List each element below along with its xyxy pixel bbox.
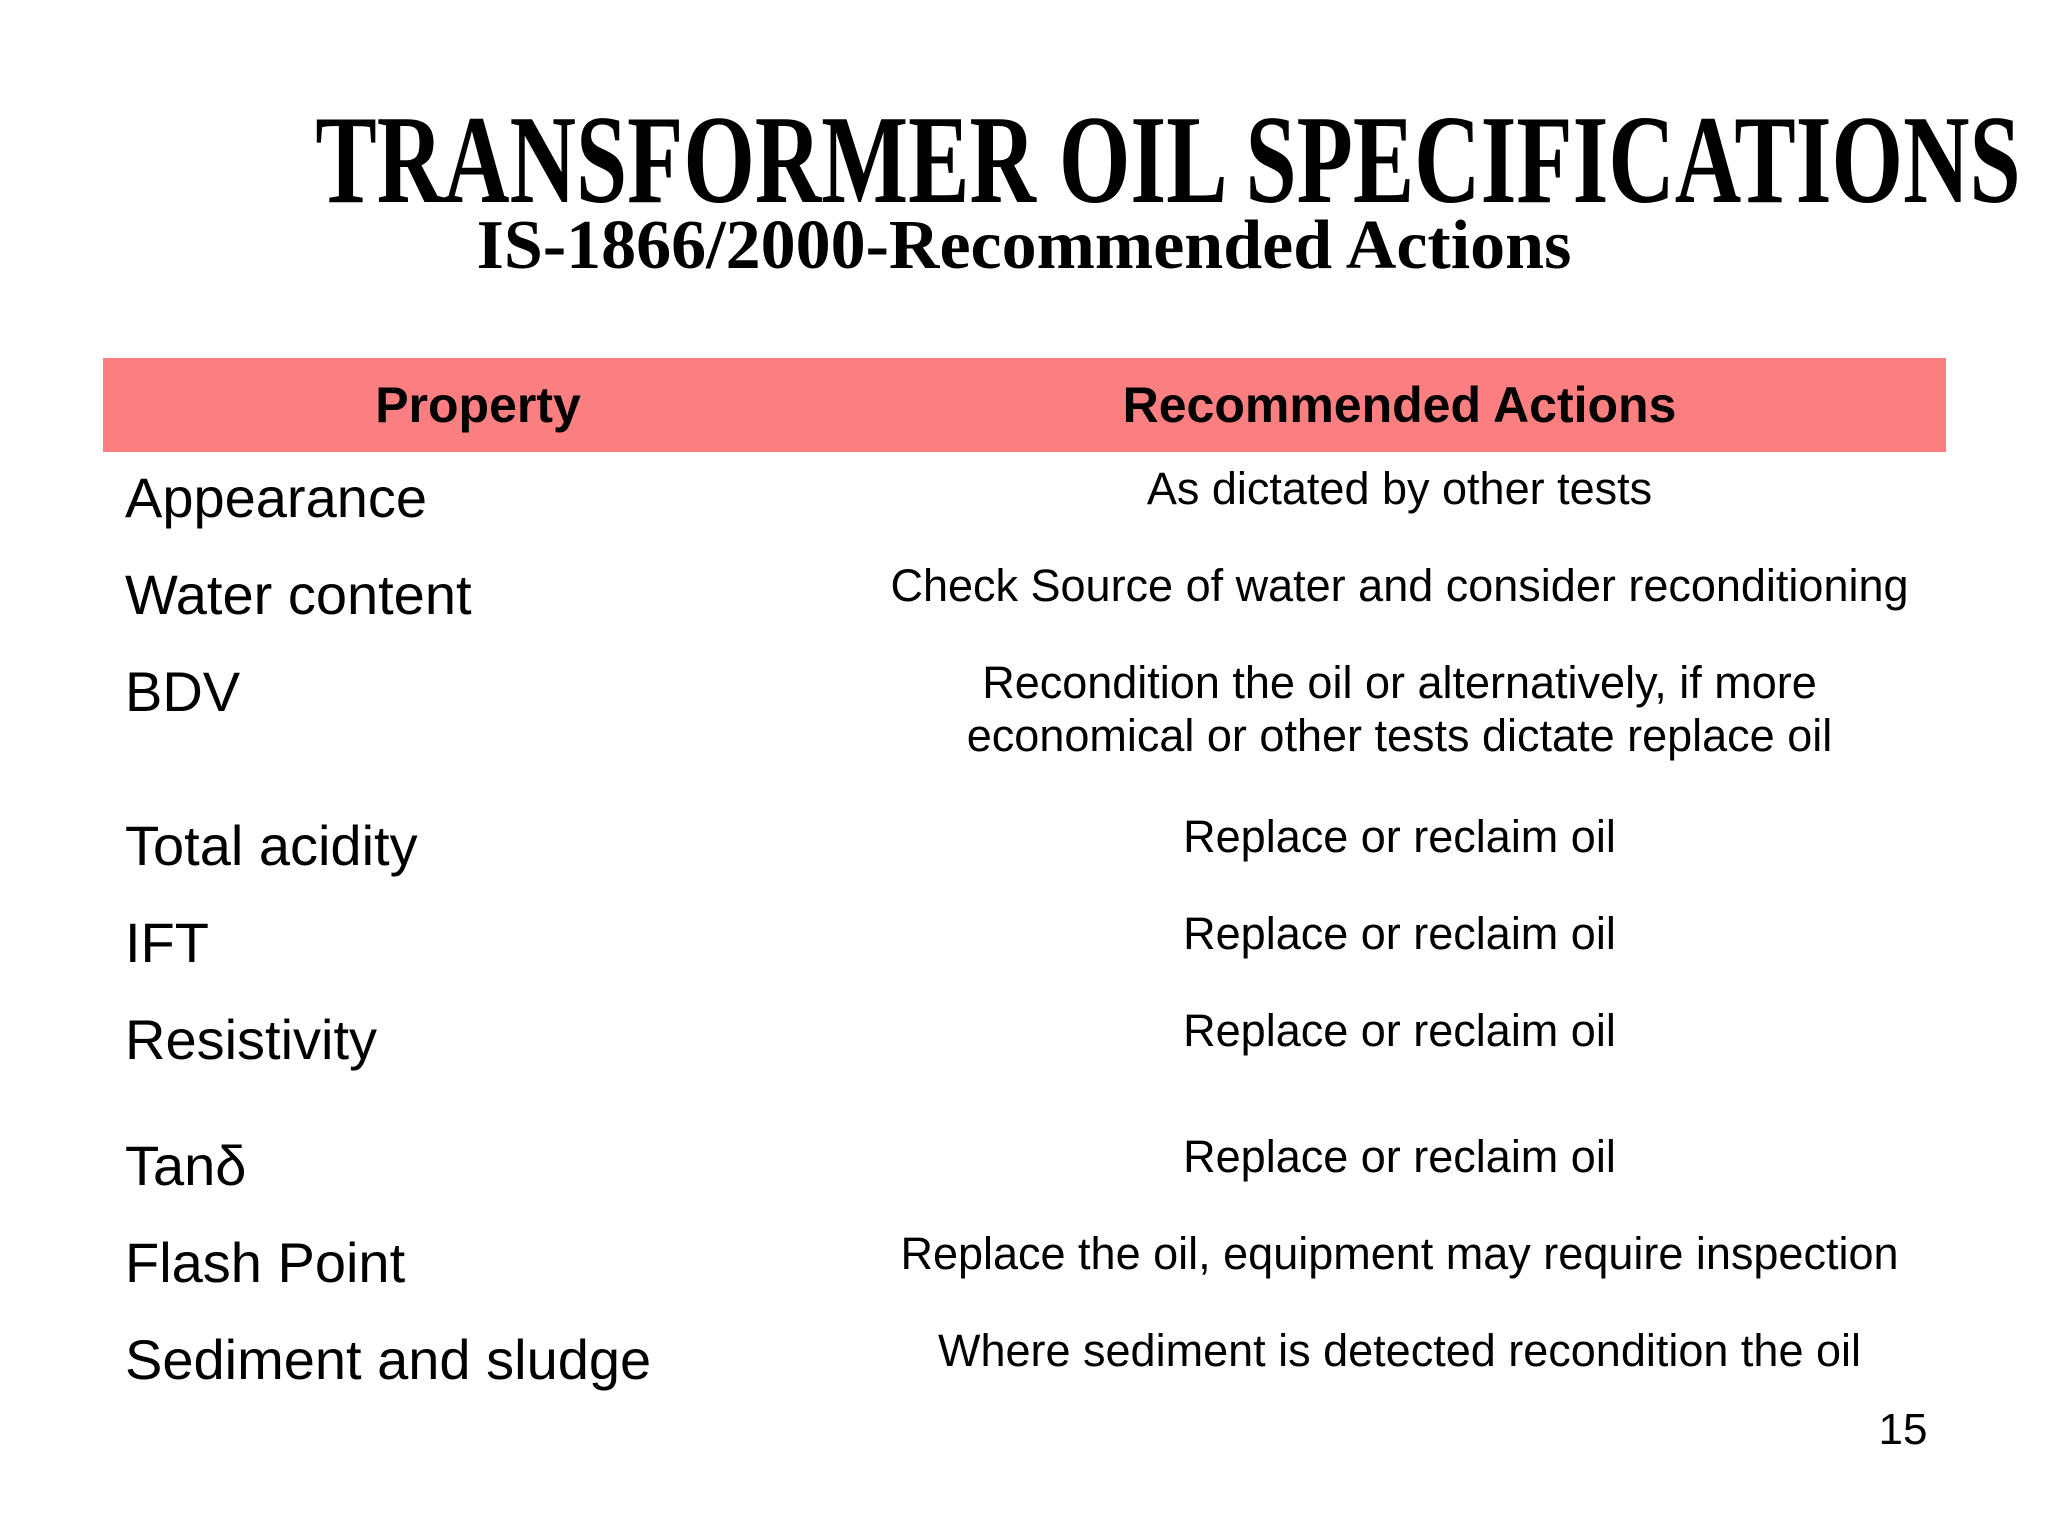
action-cell: Where sediment is detected recondition t…	[937, 1325, 1861, 1376]
property-cell: Resistivity	[125, 1008, 378, 1071]
slide-title: TRANSFORMER OIL SPECIFICATIONS	[0, 91, 2048, 231]
action-cell: Replace the oil, equipment may require i…	[900, 1228, 1899, 1279]
action-cell: As dictated by other tests	[1146, 463, 1653, 514]
action-cell: Recondition the oil or alternatively, if…	[966, 657, 1833, 762]
table-header-row: Property Recommended Actions	[103, 358, 1946, 452]
action-cell: Replace or reclaim oil	[1183, 811, 1616, 862]
table-row: Appearance As dictated by other tests	[103, 452, 1946, 549]
slide-title-text: TRANSFORMER OIL SPECIFICATIONS	[315, 91, 2021, 230]
slide-subtitle: IS-1866/2000-Recommended Actions	[476, 207, 1572, 284]
column-header-property: Property	[375, 377, 581, 433]
property-cell: Appearance	[125, 466, 428, 529]
property-cell: Sediment and sludge	[125, 1328, 652, 1391]
property-cell: BDV	[125, 660, 241, 723]
property-cell: IFT	[125, 911, 209, 974]
page-number: 15	[1878, 1405, 1928, 1454]
table-row: IFT Replace or reclaim oil	[103, 897, 1946, 994]
spec-table: Property Recommended Actions Appearance …	[103, 358, 1946, 1420]
action-cell: Check Source of water and consider recon…	[890, 560, 1909, 611]
table-row: Tanδ Replace or reclaim oil	[103, 1120, 1946, 1217]
property-cell: Total acidity	[125, 814, 418, 877]
table-row: Resistivity Replace or reclaim oil	[103, 994, 1946, 1120]
table-row: Sediment and sludge Where sediment is de…	[103, 1314, 1946, 1420]
action-cell: Replace or reclaim oil	[1183, 1005, 1616, 1056]
property-cell: Tanδ	[125, 1134, 247, 1197]
table-row: Water content Check Source of water and …	[103, 549, 1946, 646]
table-row: Total acidity Replace or reclaim oil	[103, 800, 1946, 897]
property-cell: Water content	[125, 563, 472, 626]
table-row: BDV Recondition the oil or alternatively…	[103, 646, 1946, 800]
table-row: Flash Point Replace the oil, equipment m…	[103, 1217, 1946, 1314]
column-header-recommended-actions: Recommended Actions	[1122, 377, 1677, 433]
action-cell: Replace or reclaim oil	[1183, 1131, 1616, 1182]
property-cell: Flash Point	[125, 1231, 406, 1294]
action-cell: Replace or reclaim oil	[1183, 908, 1616, 959]
